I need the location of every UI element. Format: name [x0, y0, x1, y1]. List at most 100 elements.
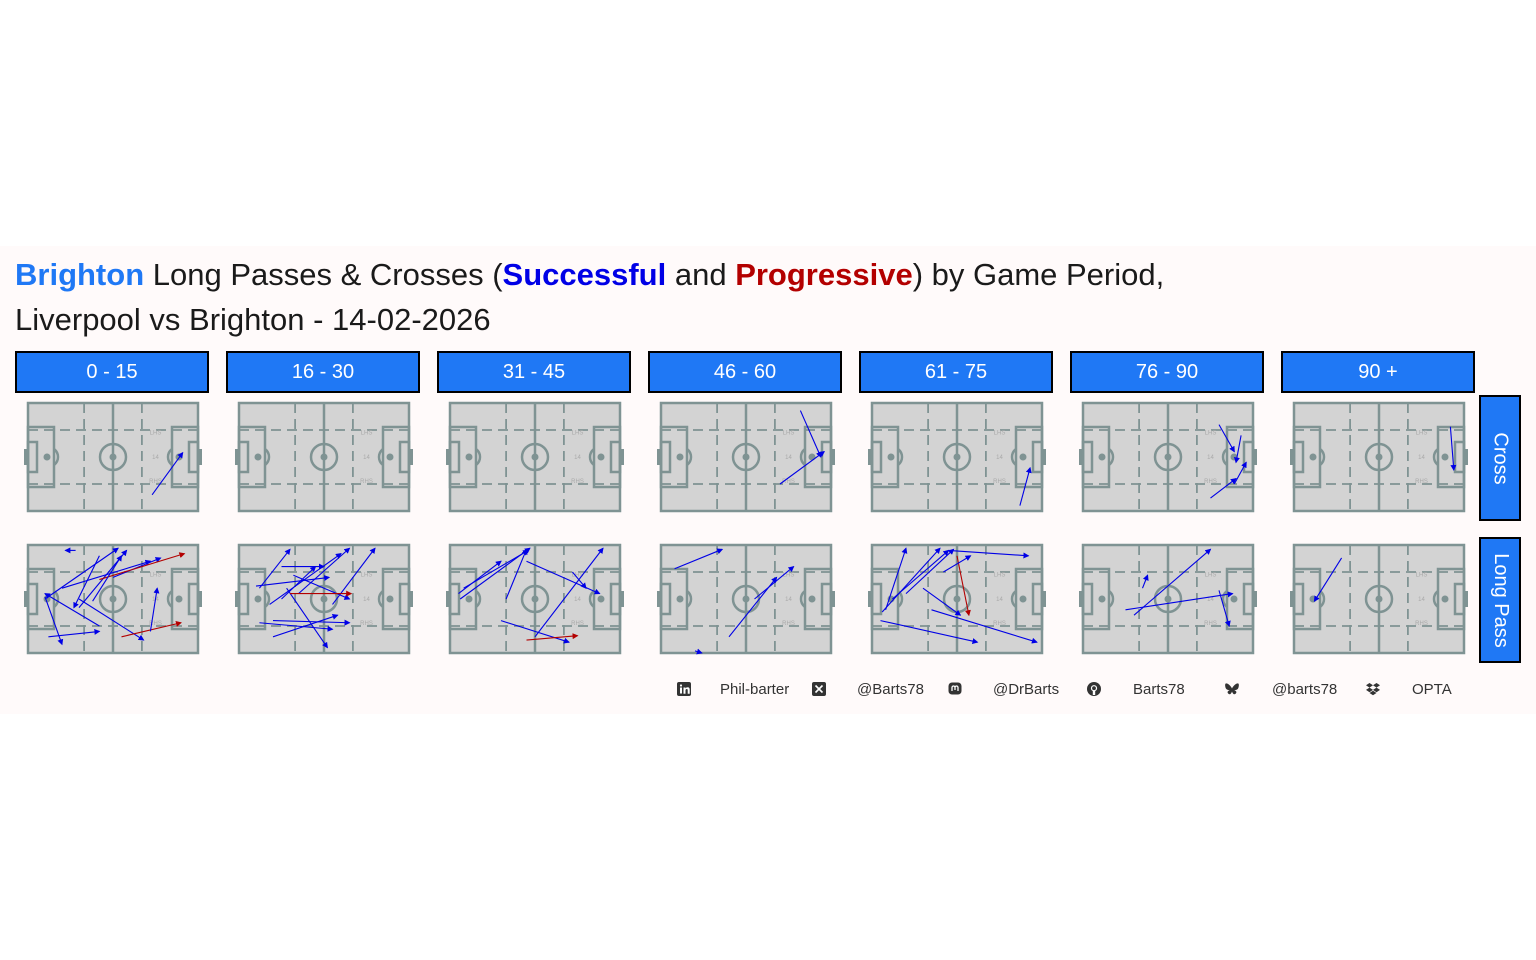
goal-left: [1079, 591, 1083, 607]
goal-right: [620, 449, 624, 465]
successful-pass-arrow: [269, 553, 342, 605]
centre-spot: [109, 453, 117, 461]
strip-period-6: 76 - 90: [1070, 351, 1264, 393]
footer-x: @Barts78: [857, 681, 924, 698]
pitch-label-lhs: LHS: [1205, 572, 1217, 578]
centre-spot: [531, 453, 539, 461]
successful-pass-arrow: [674, 548, 724, 570]
penalty-arc-left: [1108, 448, 1115, 466]
penalty-arc-right: [588, 448, 595, 466]
pitch-long-pass-2: LHS 14 RHS: [235, 543, 413, 655]
pitch-cross-4: LHS 14 RHS: [657, 401, 835, 513]
penalty-spot-left: [465, 453, 473, 461]
successful-pass-arrow: [505, 548, 528, 600]
pitch-label-lhs: LHS: [572, 430, 584, 436]
pitch-label-lhs: LHS: [361, 430, 373, 436]
pitch-label-lhs: LHS: [1416, 572, 1428, 578]
goal-right: [198, 449, 202, 465]
centre-spot: [320, 595, 328, 603]
goal-left: [24, 591, 28, 607]
title-line-1: Brighton Long Passes & Crosses (Successf…: [15, 252, 1415, 297]
successful-pass-arrow: [1218, 424, 1235, 453]
penalty-spot-left: [254, 595, 262, 603]
goal-left: [657, 591, 661, 607]
strip-period-1: 0 - 15: [15, 351, 209, 393]
penalty-arc-right: [1221, 448, 1228, 466]
pitch-cross-5: LHS 14 RHS: [868, 401, 1046, 513]
footer-bluesky: @barts78: [1272, 681, 1338, 698]
goal-left: [446, 449, 450, 465]
progressive-pass-arrow: [526, 633, 579, 641]
pitch-cross-3: LHS 14 RHS: [446, 401, 624, 513]
goal-left: [24, 449, 28, 465]
penalty-arc-right: [166, 590, 173, 608]
pitch-label-rhs: RHS: [782, 479, 795, 485]
pitch-label-rhs: RHS: [149, 479, 162, 485]
pitch-label-rhs: RHS: [782, 621, 795, 627]
strip-period-4: 46 - 60: [648, 351, 842, 393]
pitch-label-centre: 14: [785, 455, 792, 461]
pitch-label-centre: 14: [363, 455, 370, 461]
penalty-arc-left: [1319, 448, 1326, 466]
centre-spot: [1164, 453, 1172, 461]
goal-left: [1290, 591, 1294, 607]
pitch-long-pass-4: LHS 14 RHS: [657, 543, 835, 655]
footer-github: Barts78: [1133, 681, 1185, 698]
goal-right: [409, 591, 413, 607]
successful-pass-arrow: [892, 549, 950, 600]
footer-mastodon: @DrBarts: [993, 681, 1060, 698]
pitch-label-lhs: LHS: [783, 572, 795, 578]
title-text-1: Long Passes & Crosses (: [144, 257, 503, 292]
penalty-spot-right: [1441, 595, 1449, 603]
centre-circle: [942, 442, 972, 472]
penalty-arc-left: [264, 448, 271, 466]
successful-pass-arrow: [258, 548, 291, 589]
successful-pass-arrow: [73, 555, 100, 609]
pitch-label-lhs: LHS: [150, 430, 162, 436]
successful-pass-arrow: [1133, 548, 1212, 616]
title-line-2: Liverpool vs Brighton - 14-02-2026: [15, 302, 491, 337]
centre-circle: [309, 442, 339, 472]
successful-pass-arrow: [272, 619, 351, 626]
successful-pass-arrow: [259, 622, 334, 632]
pitch-label-centre: 14: [996, 597, 1003, 603]
successful-pass-arrow: [281, 565, 317, 600]
penalty-spot-left: [1309, 453, 1317, 461]
pitch-label-rhs: RHS: [571, 621, 584, 627]
centre-circle: [1364, 442, 1394, 472]
centre-spot: [531, 595, 539, 603]
successful-pass-arrow: [298, 547, 351, 595]
centre-spot: [320, 453, 328, 461]
successful-pass-arrow: [151, 451, 184, 496]
penalty-arc-right: [799, 590, 806, 608]
pitch-label-rhs: RHS: [1415, 621, 1428, 627]
penalty-arc-right: [1221, 590, 1228, 608]
pitch-label-centre: 14: [1418, 597, 1425, 603]
centre-spot: [1375, 453, 1383, 461]
centre-spot: [109, 595, 117, 603]
pitch-cross-7: LHS 14 RHS: [1290, 401, 1468, 513]
penalty-arc-left: [686, 448, 693, 466]
title-successful: Successful: [502, 257, 667, 292]
title-text-3: ) by Game Period,: [912, 257, 1165, 292]
successful-pass-arrow: [458, 560, 502, 595]
pitch-label-centre: 14: [1418, 455, 1425, 461]
pitch-label-lhs: LHS: [994, 430, 1006, 436]
pitch-cross-1: LHS 14 RHS: [24, 401, 202, 513]
centre-spot: [953, 453, 961, 461]
pitch-label-lhs: LHS: [1205, 430, 1217, 436]
title-progressive: Progressive: [735, 257, 913, 292]
goal-left: [235, 449, 239, 465]
penalty-spot-right: [808, 453, 816, 461]
pitch-cross-6: LHS 14 RHS: [1079, 401, 1257, 513]
pitch-label-rhs: RHS: [993, 621, 1006, 627]
successful-pass-arrow: [881, 547, 941, 613]
centre-circle: [1364, 584, 1394, 614]
goal-left: [446, 591, 450, 607]
penalty-spot-right: [386, 595, 394, 603]
successful-pass-arrow: [500, 620, 570, 644]
successful-pass-arrow: [286, 587, 328, 649]
title-team: Brighton: [15, 257, 145, 292]
pitch-label-centre: 14: [152, 455, 159, 461]
